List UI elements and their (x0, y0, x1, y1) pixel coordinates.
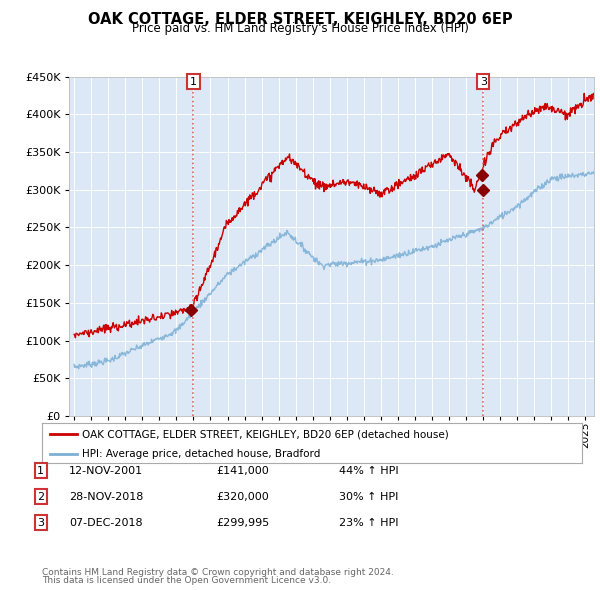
Text: 30% ↑ HPI: 30% ↑ HPI (339, 492, 398, 502)
Text: 44% ↑ HPI: 44% ↑ HPI (339, 466, 398, 476)
Text: OAK COTTAGE, ELDER STREET, KEIGHLEY, BD20 6EP (detached house): OAK COTTAGE, ELDER STREET, KEIGHLEY, BD2… (83, 430, 449, 440)
Text: £320,000: £320,000 (216, 492, 269, 502)
Text: OAK COTTAGE, ELDER STREET, KEIGHLEY, BD20 6EP: OAK COTTAGE, ELDER STREET, KEIGHLEY, BD2… (88, 12, 512, 27)
Text: HPI: Average price, detached house, Bradford: HPI: Average price, detached house, Brad… (83, 450, 321, 460)
Text: £141,000: £141,000 (216, 466, 269, 476)
Text: 28-NOV-2018: 28-NOV-2018 (69, 492, 143, 502)
Text: 07-DEC-2018: 07-DEC-2018 (69, 518, 143, 527)
Text: 2: 2 (37, 492, 44, 502)
Text: 1: 1 (190, 77, 197, 87)
Text: This data is licensed under the Open Government Licence v3.0.: This data is licensed under the Open Gov… (42, 576, 331, 585)
Text: £299,995: £299,995 (216, 518, 269, 527)
Text: 3: 3 (37, 518, 44, 527)
Text: Price paid vs. HM Land Registry's House Price Index (HPI): Price paid vs. HM Land Registry's House … (131, 22, 469, 35)
Text: 23% ↑ HPI: 23% ↑ HPI (339, 518, 398, 527)
Text: 3: 3 (480, 77, 487, 87)
Text: 12-NOV-2001: 12-NOV-2001 (69, 466, 143, 476)
Text: Contains HM Land Registry data © Crown copyright and database right 2024.: Contains HM Land Registry data © Crown c… (42, 568, 394, 577)
Text: 1: 1 (37, 466, 44, 476)
